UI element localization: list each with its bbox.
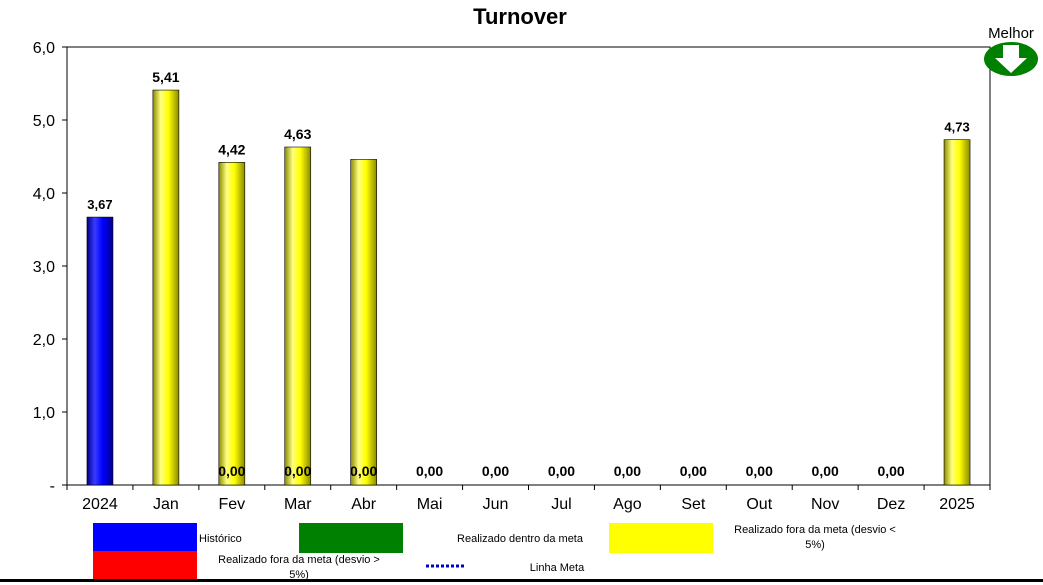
legend-swatch — [93, 523, 197, 553]
data-label-zero: 0,00 — [680, 463, 707, 479]
x-tick-label: Mai — [417, 496, 443, 513]
x-tick-label: Dez — [877, 496, 905, 513]
bar-series: 3,67 5,41 4,42 0,00 4,63 0,00 0,00 0,00 0,00 0,00… — [86, 69, 971, 486]
legend-label: Histórico — [199, 533, 242, 545]
legend-label: Realizado fora da meta (desvio > — [218, 554, 380, 566]
y-tick-label: - — [50, 478, 55, 495]
data-label-zero: 0,00 — [482, 463, 509, 479]
data-label: 5,41 — [152, 69, 179, 85]
down-arrow-icon — [984, 42, 1038, 76]
legend-label: Linha Meta — [530, 562, 585, 574]
bar-abr — [350, 159, 377, 486]
y-tick-label: 4,0 — [33, 186, 55, 203]
bar-mar — [284, 146, 312, 486]
x-tick-label: Set — [681, 496, 706, 513]
x-tick-label: Abr — [351, 496, 377, 513]
x-tick-label: Nov — [811, 496, 839, 513]
data-label-zero: 0,00 — [548, 463, 575, 479]
x-tick-label: Ago — [613, 496, 642, 513]
data-label-zero: 0,00 — [350, 463, 377, 479]
better-indicator: Melhor — [984, 25, 1038, 76]
x-tick-label: Jan — [153, 496, 179, 513]
y-tick-label: 2,0 — [33, 332, 55, 349]
legend-label: 5%) — [289, 569, 309, 581]
y-axis: - 1,0 2,0 3,0 4,0 5,0 6,0 — [33, 40, 67, 495]
x-tick-label: 2024 — [82, 496, 118, 513]
y-tick-label: 5,0 — [33, 113, 55, 130]
bar-2024 — [86, 216, 114, 486]
chart-title: Turnover — [473, 4, 567, 29]
data-label-zero: 0,00 — [812, 463, 839, 479]
legend-label: Realizado dentro da meta — [457, 533, 584, 545]
x-tick-label: Jul — [551, 496, 571, 513]
x-tick-label: Out — [746, 496, 772, 513]
legend-swatch — [609, 523, 713, 553]
data-label: 4,73 — [944, 120, 969, 135]
y-tick-label: 3,0 — [33, 259, 55, 276]
bottom-border — [0, 579, 1043, 582]
data-label-zero: 0,00 — [877, 463, 904, 479]
data-label: 4,42 — [218, 141, 245, 157]
bar-jan — [152, 89, 180, 486]
data-label-zero: 0,00 — [416, 463, 443, 479]
x-tick-label: Jun — [483, 496, 509, 513]
data-label: 3,67 — [87, 197, 112, 212]
bar-fev — [218, 162, 246, 486]
legend-label: 5%) — [805, 539, 825, 551]
data-label-zero: 0,00 — [218, 463, 245, 479]
data-label-zero: 0,00 — [614, 463, 641, 479]
plot-area — [66, 46, 991, 486]
data-label-zero: 0,00 — [284, 463, 311, 479]
legend-swatch — [299, 523, 403, 553]
data-label: 4,63 — [284, 126, 311, 142]
legend-swatch — [93, 551, 197, 581]
legend: Histórico Realizado dentro da meta Realiza… — [93, 523, 896, 581]
x-tick-label: Mar — [284, 496, 312, 513]
y-tick-label: 6,0 — [33, 40, 55, 57]
x-tick-label: Fev — [218, 496, 245, 513]
data-label-zero: 0,00 — [746, 463, 773, 479]
x-axis: 2024 Jan Fev Mar Abr Mai Jun Jul Ago Set Out Nov Dez… — [66, 485, 991, 513]
bar-2025 — [943, 139, 971, 486]
better-label: Melhor — [988, 25, 1034, 42]
x-tick-label: 2025 — [939, 496, 975, 513]
legend-label: Realizado fora da meta (desvio < — [734, 524, 896, 536]
y-tick-label: 1,0 — [33, 405, 55, 422]
